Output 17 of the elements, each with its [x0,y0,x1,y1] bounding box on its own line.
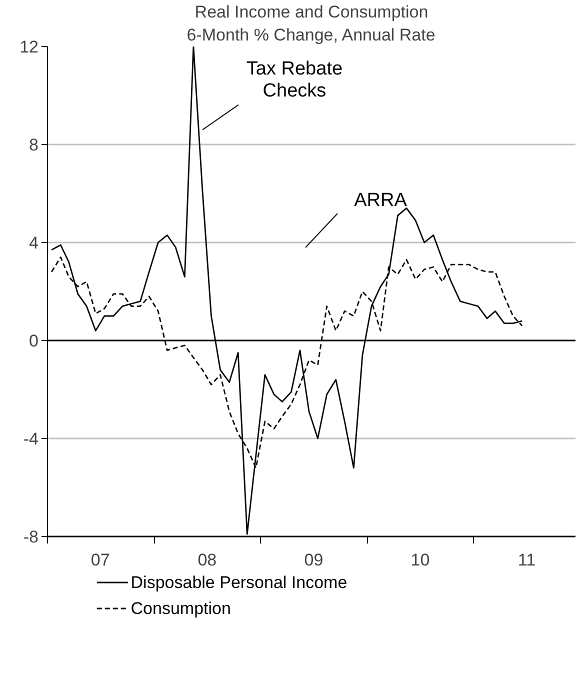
chart-title: Real Income and Consumption [194,2,428,22]
x-tick-label: 07 [90,550,110,570]
y-tick-label: 0 [29,332,39,350]
y-tick-label: -4 [23,430,39,448]
legend-label: Disposable Personal Income [130,573,348,592]
y-tick-label: 8 [29,136,39,154]
x-tick-label: 09 [304,550,324,570]
legend-label: Consumption [130,599,231,618]
y-tick-label: 12 [20,38,39,56]
y-tick-label: -8 [23,528,39,546]
annotation: ARRA [354,190,408,211]
y-tick-label: 4 [29,234,39,252]
x-tick-label: 11 [518,550,536,570]
chart-subtitle: 6-Month % Change, Annual Rate [186,26,436,44]
x-tick-label: 10 [410,550,430,570]
annotation: Tax Rebate Checks [246,58,343,102]
x-tick-label: 08 [198,550,217,570]
